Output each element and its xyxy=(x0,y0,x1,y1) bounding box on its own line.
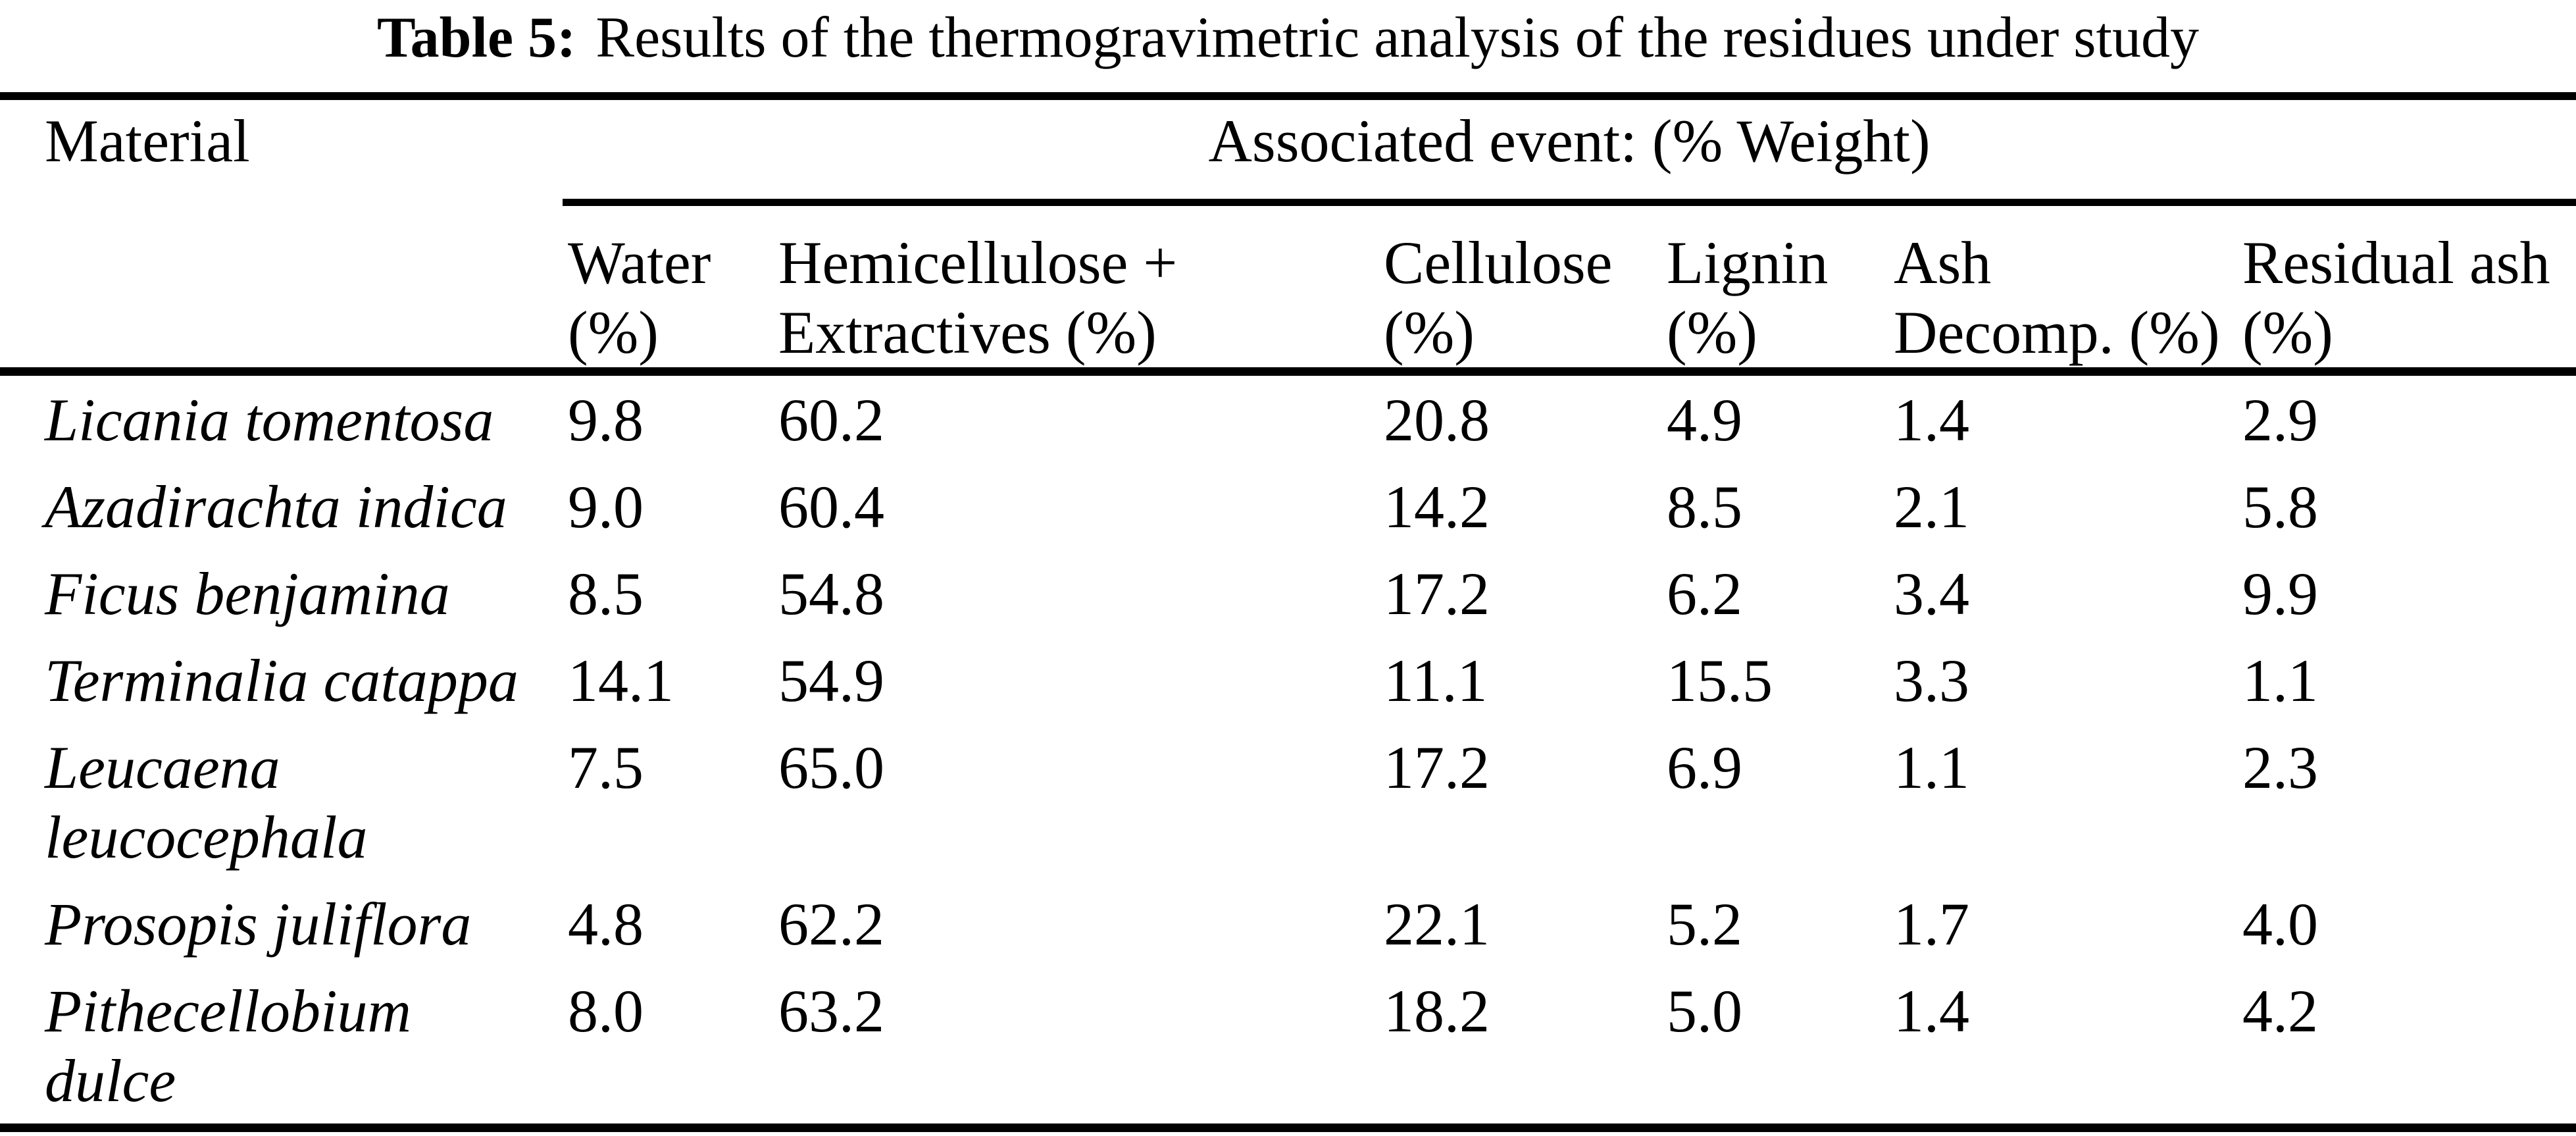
material-cell: Leucaena leucocephala xyxy=(45,733,368,871)
column-header-material: Material xyxy=(0,96,563,376)
value-cell-cellulose: 18.2 xyxy=(1384,977,1490,1045)
value-cell-residual-ash: 9.9 xyxy=(2242,559,2318,627)
value-cell-residual-ash: 2.9 xyxy=(2242,386,2318,453)
material-cell: Ficus benjamina xyxy=(45,559,450,627)
table-row-prosopis-juliflora: Prosopis juliflora 4.8 62.2 22.1 5.2 1.7… xyxy=(0,880,2576,967)
table-body: Licania tomentosa 9.8 60.2 20.8 4.9 1.4 … xyxy=(0,371,2576,1127)
value-cell-hemicellulose: 54.9 xyxy=(778,646,884,714)
table-row-leucaena-leucocephala: Leucaena leucocephala 7.5 65.0 17.2 6.9 … xyxy=(0,723,2576,880)
column-header-cellulose: Cellulose (%) xyxy=(1378,202,1661,376)
material-cell: Prosopis juliflora xyxy=(45,890,472,958)
header-row-group: Material Associated event: (% Weight) xyxy=(0,96,2576,376)
column-header-hemicellulose-extractives: Hemicellulose + Extractives (%) xyxy=(773,202,1378,376)
material-cell: Azadirachta indica xyxy=(45,473,507,540)
value-cell-lignin: 6.2 xyxy=(1667,559,1742,627)
column-header-residual-ash: Residual ash (%) xyxy=(2237,202,2576,376)
material-cell: Terminalia catappa xyxy=(45,646,518,714)
value-cell-water: 8.5 xyxy=(568,559,644,627)
table-row-pithecellobium-dulce: Pithecellobium dulce 8.0 63.2 18.2 5.0 1… xyxy=(0,967,2576,1128)
value-cell-lignin: 6.9 xyxy=(1667,733,1742,801)
value-cell-cellulose: 17.2 xyxy=(1384,733,1490,801)
value-cell-water: 9.8 xyxy=(568,386,644,453)
table-row-terminalia-catappa: Terminalia catappa 14.1 54.9 11.1 15.5 3… xyxy=(0,636,2576,723)
value-cell-water: 7.5 xyxy=(568,733,644,801)
value-cell-lignin: 4.9 xyxy=(1667,386,1742,453)
value-cell-hemicellulose: 60.2 xyxy=(778,386,884,453)
value-cell-water: 14.1 xyxy=(568,646,674,714)
value-cell-lignin: 8.5 xyxy=(1667,473,1742,540)
value-cell-residual-ash: 1.1 xyxy=(2242,646,2318,714)
value-cell-water: 4.8 xyxy=(568,890,644,958)
table-row-azadirachta-indica: Azadirachta indica 9.0 60.4 14.2 8.5 2.1… xyxy=(0,463,2576,550)
value-cell-water: 9.0 xyxy=(568,473,644,540)
value-cell-lignin: 15.5 xyxy=(1667,646,1773,714)
table-caption-label: Table 5: xyxy=(377,6,576,70)
column-header-water: Water (%) xyxy=(563,202,773,376)
value-cell-hemicellulose: 60.4 xyxy=(778,473,884,540)
value-cell-cellulose: 20.8 xyxy=(1384,386,1490,453)
table-caption-text: Results of the thermogravimetric analysi… xyxy=(595,6,2199,70)
value-cell-hemicellulose: 63.2 xyxy=(778,977,884,1045)
table-row-licania-tomentosa: Licania tomentosa 9.8 60.2 20.8 4.9 1.4 … xyxy=(0,371,2576,463)
value-cell-residual-ash: 5.8 xyxy=(2242,473,2318,540)
value-cell-ash-decomp: 3.3 xyxy=(1894,646,1969,714)
table-header: Material Associated event: (% Weight) Wa… xyxy=(0,96,2576,376)
value-cell-ash-decomp: 1.4 xyxy=(1894,386,1969,453)
value-cell-ash-decomp: 2.1 xyxy=(1894,473,1969,540)
header-row-subcolumns: Water (%) Hemicellulose + Extractives (%… xyxy=(0,202,2576,376)
column-group-header-associated-event: Associated event: (% Weight) xyxy=(563,96,2576,206)
column-header-lignin: Lignin (%) xyxy=(1661,202,1888,376)
value-cell-ash-decomp: 3.4 xyxy=(1894,559,1969,627)
value-cell-cellulose: 11.1 xyxy=(1384,646,1488,714)
value-cell-ash-decomp: 1.4 xyxy=(1894,977,1969,1045)
column-header-ash-decomp: Ash Decomp. (%) xyxy=(1888,202,2237,376)
table-row-ficus-benjamina: Ficus benjamina 8.5 54.8 17.2 6.2 3.4 9.… xyxy=(0,550,2576,636)
value-cell-residual-ash: 4.2 xyxy=(2242,977,2318,1045)
value-cell-ash-decomp: 1.7 xyxy=(1894,890,1969,958)
value-cell-hemicellulose: 65.0 xyxy=(778,733,884,801)
value-cell-cellulose: 14.2 xyxy=(1384,473,1490,540)
value-cell-residual-ash: 4.0 xyxy=(2242,890,2318,958)
value-cell-hemicellulose: 54.8 xyxy=(778,559,884,627)
value-cell-cellulose: 22.1 xyxy=(1384,890,1490,958)
value-cell-cellulose: 17.2 xyxy=(1384,559,1490,627)
material-cell: Pithecellobium dulce xyxy=(45,977,411,1114)
value-cell-ash-decomp: 1.1 xyxy=(1894,733,1969,801)
value-cell-hemicellulose: 62.2 xyxy=(778,890,884,958)
tga-results-table: Material Associated event: (% Weight) Wa… xyxy=(0,92,2576,1132)
material-cell: Licania tomentosa xyxy=(45,386,494,453)
value-cell-residual-ash: 2.3 xyxy=(2242,733,2318,801)
value-cell-water: 8.0 xyxy=(568,977,644,1045)
table-caption: Table 5: Results of the thermogravimetric… xyxy=(0,0,2576,92)
value-cell-lignin: 5.0 xyxy=(1667,977,1742,1045)
value-cell-lignin: 5.2 xyxy=(1667,890,1742,958)
